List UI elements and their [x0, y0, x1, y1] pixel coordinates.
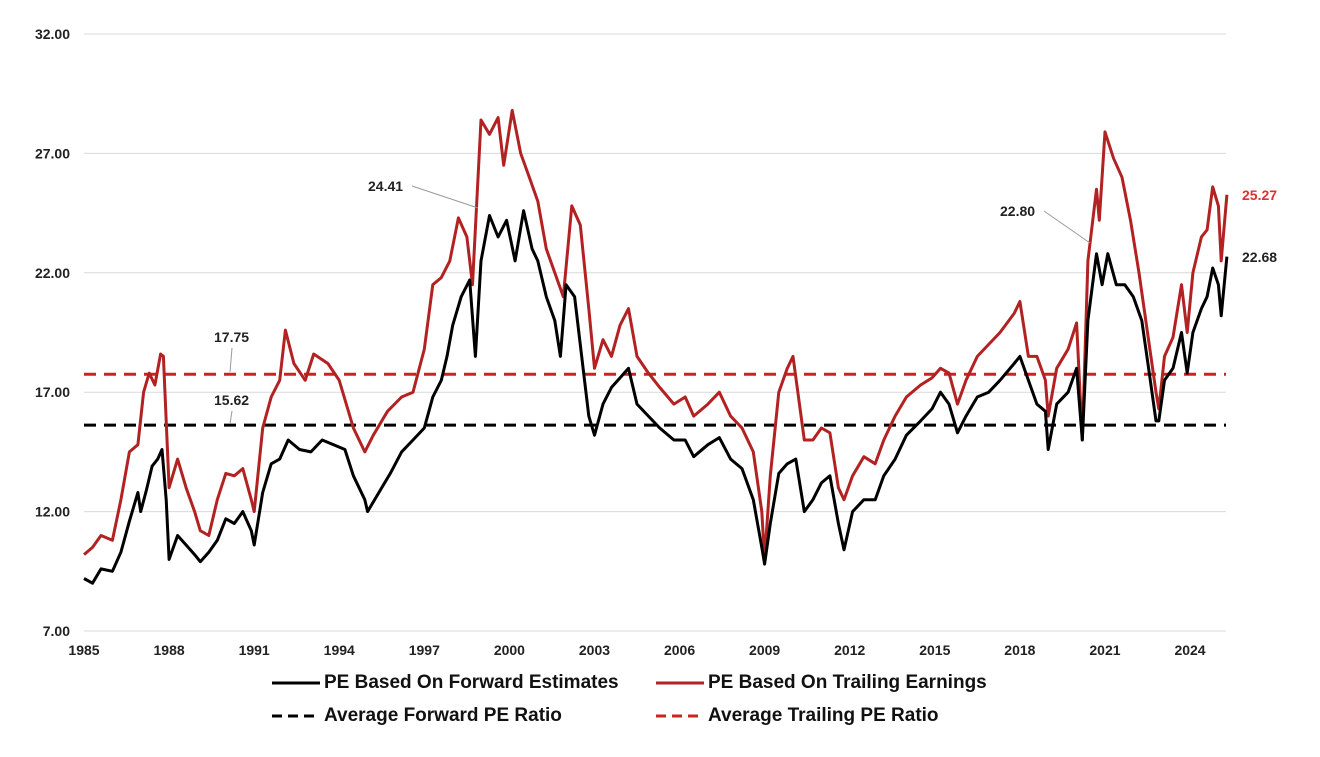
x-tick-label: 1994	[324, 642, 355, 658]
forward-pe-line	[83, 209, 1229, 585]
x-axis-ticks: 1985 1988 1991 1994 1997 2000 2003 2006 2009 2012…	[68, 642, 1205, 658]
x-tick-label: 2003	[579, 642, 610, 658]
y-tick-label: 7.00	[43, 623, 70, 639]
y-tick-label: 17.00	[35, 384, 70, 400]
x-tick-label: 1991	[239, 642, 270, 658]
legend-label: Average Trailing PE Ratio	[708, 705, 939, 726]
annotation-label: 25.27	[1242, 187, 1277, 203]
annotation-leader-line	[1043, 210, 1091, 244]
legend-label: Average Forward PE Ratio	[324, 705, 562, 726]
annotation-leader-line	[229, 347, 233, 373]
annotation-label: 15.62	[214, 392, 249, 408]
legend-label: PE Based On Trailing Earnings	[708, 672, 987, 693]
annotations: 24.41 22.80 17.75 15.62 25.27 22.68	[214, 178, 1277, 425]
x-tick-label: 1988	[154, 642, 185, 658]
x-tick-label: 2012	[834, 642, 865, 658]
x-tick-label: 2009	[749, 642, 780, 658]
y-tick-label: 32.00	[35, 26, 70, 42]
annotation-label: 17.75	[214, 329, 249, 345]
annotation-label: 24.41	[368, 178, 403, 194]
x-tick-label: 2018	[1004, 642, 1035, 658]
series-lines	[83, 108, 1229, 585]
annotation-label: 22.80	[1000, 203, 1035, 219]
trailing-pe-line	[83, 108, 1229, 561]
x-tick-label: 2000	[494, 642, 525, 658]
legend: PE Based On Forward Estimates PE Based On…	[272, 672, 987, 726]
x-tick-label: 2015	[919, 642, 950, 658]
x-tick-label: 2021	[1089, 642, 1120, 658]
x-tick-label: 2024	[1174, 642, 1205, 658]
x-tick-label: 2006	[664, 642, 695, 658]
x-tick-label: 1997	[409, 642, 440, 658]
x-tick-label: 1985	[68, 642, 99, 658]
y-tick-label: 12.00	[35, 504, 70, 520]
y-axis-ticks: 7.00 12.00 17.00 22.00 27.00 32.00	[35, 26, 70, 639]
y-tick-label: 22.00	[35, 265, 70, 281]
legend-label: PE Based On Forward Estimates	[324, 672, 619, 693]
annotation-leader-line	[411, 185, 479, 209]
annotation-leader-line	[229, 410, 233, 425]
annotation-label: 22.68	[1242, 249, 1277, 265]
y-tick-label: 27.00	[35, 145, 70, 161]
